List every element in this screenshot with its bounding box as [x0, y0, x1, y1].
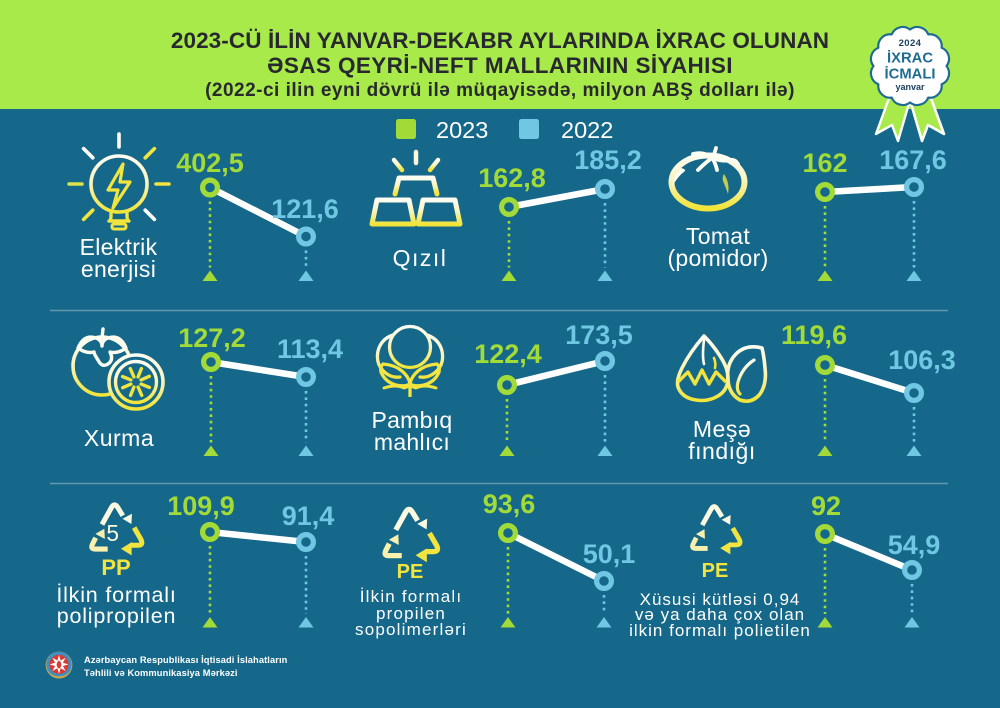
svg-text:2024: 2024 [899, 38, 922, 49]
svg-text:5: 5 [106, 520, 119, 546]
svg-text:yanvar: yanvar [895, 82, 925, 92]
svg-text:İCMALI: İCMALI [885, 66, 936, 83]
svg-text:İXRAC: İXRAC [887, 50, 933, 67]
